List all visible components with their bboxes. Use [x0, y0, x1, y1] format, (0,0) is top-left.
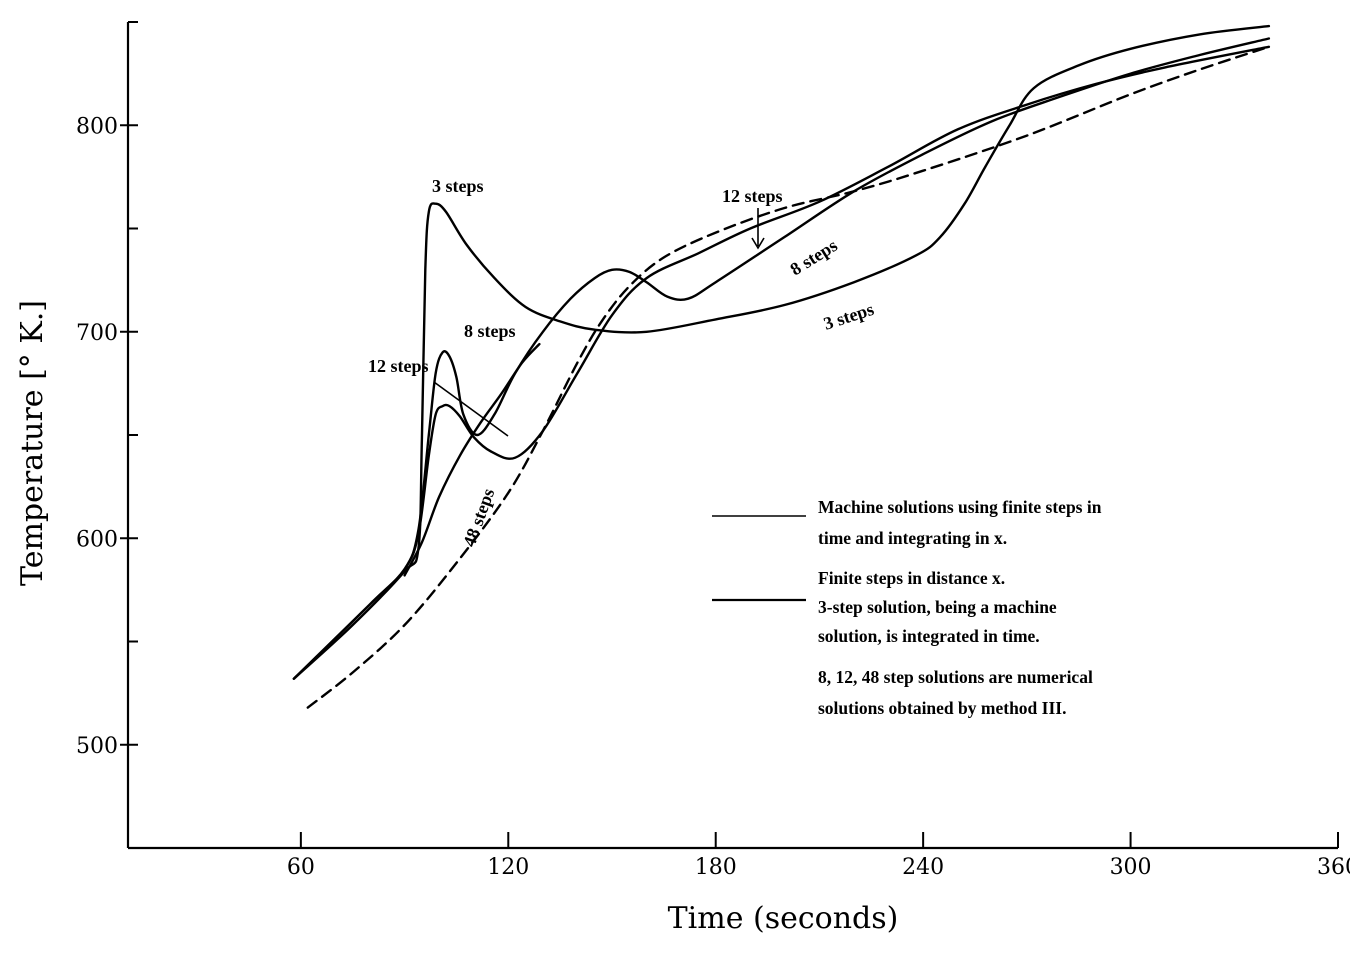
x-tick-label: 360 [1317, 855, 1350, 880]
series-8-step-line [292, 37, 1271, 680]
leader-12-steps-peak [433, 381, 509, 437]
y-tick-label: 700 [76, 321, 118, 346]
legend-entry-1-line-2: solution, is integrated in time. [818, 626, 1040, 646]
annotation-3-steps-lower: 3 steps [821, 299, 876, 334]
curves [292, 24, 1271, 709]
legend-entry-1-line-0: Finite steps in distance x. [818, 568, 1005, 588]
y-tick-label: 800 [76, 114, 118, 139]
y-tick-label: 600 [76, 527, 118, 552]
x-tick-label: 240 [902, 855, 944, 880]
legend-note-line-0: 8, 12, 48 step solutions are numerical [818, 667, 1093, 687]
annotation-8-steps-peak: 8 steps [464, 321, 516, 341]
axis-ticks: 60 120 180 240 300 360 500 600 700 800 [76, 21, 1350, 880]
x-tick-label: 180 [695, 855, 737, 880]
series-machine-line [306, 45, 1271, 709]
annotation-12-steps-peak: 12 steps [368, 356, 429, 376]
series-3-step-line [292, 24, 1271, 680]
annotation-48-steps: 48 steps [459, 486, 498, 550]
x-tick-label: 120 [487, 855, 529, 880]
y-axis-title: Temperature [° K.] [15, 300, 50, 586]
annotation-8-steps-upper: 8 steps [787, 235, 841, 279]
leader-12-steps-upper [751, 208, 765, 250]
legend: Machine solutions using finite steps in … [712, 497, 1102, 718]
y-tick-label: 500 [76, 734, 118, 759]
series-48-step-line [403, 342, 541, 577]
legend-entry-0-line-0: Machine solutions using finite steps in [818, 497, 1102, 517]
legend-note-line-1: solutions obtained by method III. [818, 698, 1066, 718]
x-tick-label: 60 [287, 855, 315, 880]
annotation-12-steps-upper: 12 steps [722, 186, 783, 206]
axes [126, 22, 1338, 850]
annotation-3-steps-peak: 3 steps [432, 176, 484, 196]
legend-entry-0-line-1: time and integrating in x. [818, 528, 1007, 548]
legend-entry-1-line-1: 3-step solution, being a machine [818, 597, 1057, 617]
x-tick-label: 300 [1110, 855, 1152, 880]
curve-annotations: 3 steps 8 steps 12 steps 48 steps 12 ste… [368, 176, 876, 549]
x-axis-title: Time (seconds) [668, 901, 899, 936]
series-12-step-line [292, 45, 1271, 680]
